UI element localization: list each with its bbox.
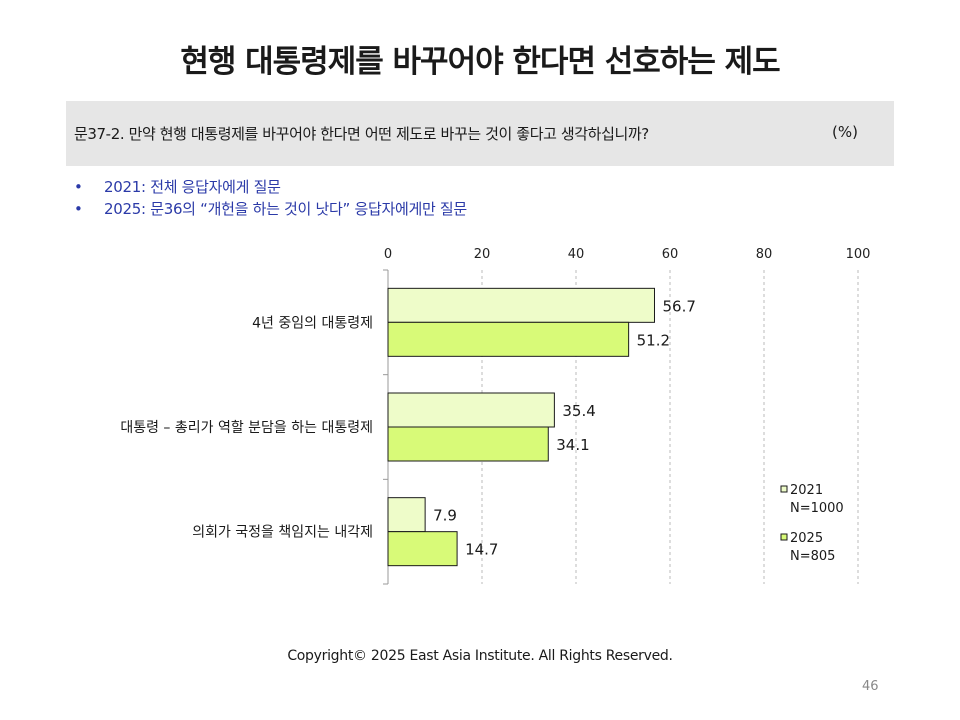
question-box: 문37-2. 만약 현행 대통령제를 바꾸어야 한다면 어떤 제도로 바꾸는 것…: [66, 101, 894, 166]
bar-2025: [387, 321, 630, 357]
page-number: 46: [862, 679, 879, 694]
question-text: 문37-2. 만약 현행 대통령제를 바꾸어야 한다면 어떤 제도로 바꾸는 것…: [74, 125, 649, 143]
category-label: 의회가 국정을 책임지는 내각제: [192, 525, 373, 541]
note-item: • 2025: 문36의 “개헌을 하는 것이 낫다” 응답자에게만 질문: [74, 198, 467, 220]
data-label: 56.7: [662, 297, 695, 315]
note-text: 2021: 전체 응답자에게 질문: [104, 178, 281, 196]
page-title: 현행 대통령제를 바꾸어야 한다면 선호하는 제도: [180, 44, 780, 80]
legend-swatch-2025: [780, 533, 788, 541]
data-label: 7.9: [433, 507, 457, 525]
legend-n-label: N=805: [790, 549, 835, 564]
data-label: 34.1: [556, 436, 589, 454]
x-tick-label: 40: [568, 247, 585, 262]
bar-2025: [387, 426, 549, 462]
note-text: 2025: 문36의 “개헌을 하는 것이 낫다” 응답자에게만 질문: [104, 200, 467, 218]
notes-list: • 2021: 전체 응답자에게 질문 • 2025: 문36의 “개헌을 하는 것…: [74, 176, 467, 220]
copyright-text: Copyright© 2025 East Asia Institute. All…: [287, 648, 673, 664]
legend-n-label: N=1000: [790, 501, 844, 516]
x-tick-label: 0: [384, 247, 392, 262]
bar-2021: [387, 392, 555, 428]
unit-label: (%): [832, 123, 858, 141]
data-label: 35.4: [562, 402, 595, 420]
bar-2025: [387, 531, 458, 567]
bar-2021: [387, 497, 426, 533]
data-label: 14.7: [465, 541, 498, 559]
data-label: 51.2: [637, 331, 670, 349]
category-label: 대통령 – 총리가 역할 분담을 하는 대통령제: [120, 420, 373, 436]
x-tick-label: 100: [846, 247, 871, 262]
note-item: • 2021: 전체 응답자에게 질문: [74, 176, 467, 198]
x-tick-label: 60: [662, 247, 679, 262]
bullet-icon: •: [74, 178, 83, 196]
x-tick-label: 20: [474, 247, 491, 262]
category-label: 4년 중임의 대통령제: [252, 315, 373, 331]
x-tick-label: 80: [756, 247, 773, 262]
bullet-icon: •: [74, 200, 83, 218]
legend-label: 2025: [790, 531, 823, 546]
legend-label: 2021: [790, 483, 823, 498]
bar-2021: [387, 287, 655, 323]
legend-swatch-2021: [780, 485, 788, 493]
